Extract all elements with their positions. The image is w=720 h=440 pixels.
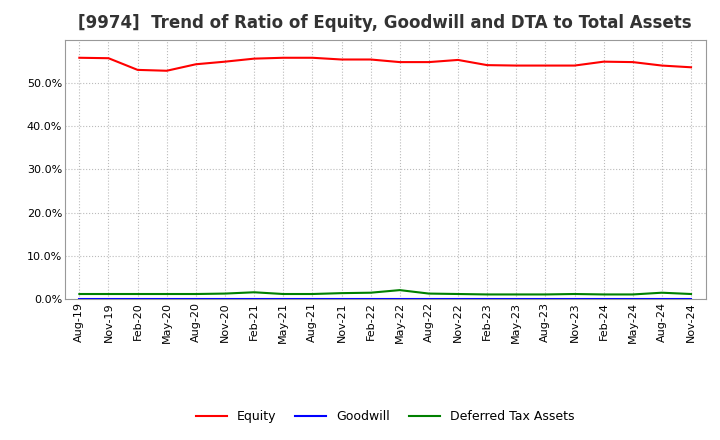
Equity [541, 63, 550, 68]
Equity [629, 59, 637, 65]
Goodwill [512, 297, 521, 302]
Deferred Tax Assets [75, 291, 84, 297]
Legend: Equity, Goodwill, Deferred Tax Assets: Equity, Goodwill, Deferred Tax Assets [191, 405, 580, 428]
Deferred Tax Assets [599, 292, 608, 297]
Deferred Tax Assets [279, 291, 287, 297]
Goodwill [541, 297, 550, 302]
Title: [9974]  Trend of Ratio of Equity, Goodwill and DTA to Total Assets: [9974] Trend of Ratio of Equity, Goodwil… [78, 15, 692, 33]
Goodwill [308, 297, 317, 302]
Goodwill [366, 297, 375, 302]
Deferred Tax Assets [454, 291, 462, 297]
Goodwill [337, 297, 346, 302]
Goodwill [483, 297, 492, 302]
Deferred Tax Assets [629, 292, 637, 297]
Equity [133, 67, 142, 73]
Deferred Tax Assets [192, 291, 200, 297]
Deferred Tax Assets [366, 290, 375, 295]
Equity [308, 55, 317, 60]
Goodwill [104, 297, 113, 302]
Goodwill [250, 297, 258, 302]
Equity [512, 63, 521, 68]
Goodwill [687, 297, 696, 302]
Equity [163, 68, 171, 73]
Equity [75, 55, 84, 60]
Line: Equity: Equity [79, 58, 691, 71]
Equity [279, 55, 287, 60]
Deferred Tax Assets [425, 291, 433, 296]
Deferred Tax Assets [657, 290, 666, 295]
Deferred Tax Assets [250, 290, 258, 295]
Goodwill [599, 297, 608, 302]
Equity [425, 59, 433, 65]
Deferred Tax Assets [395, 287, 404, 293]
Deferred Tax Assets [512, 292, 521, 297]
Deferred Tax Assets [687, 291, 696, 297]
Equity [483, 62, 492, 68]
Goodwill [75, 297, 84, 302]
Deferred Tax Assets [133, 291, 142, 297]
Goodwill [133, 297, 142, 302]
Equity [250, 56, 258, 61]
Equity [657, 63, 666, 68]
Goodwill [395, 297, 404, 302]
Deferred Tax Assets [163, 291, 171, 297]
Equity [104, 55, 113, 61]
Goodwill [192, 297, 200, 302]
Goodwill [425, 297, 433, 302]
Equity [337, 57, 346, 62]
Deferred Tax Assets [541, 292, 550, 297]
Equity [395, 59, 404, 65]
Line: Deferred Tax Assets: Deferred Tax Assets [79, 290, 691, 294]
Equity [599, 59, 608, 64]
Equity [454, 57, 462, 62]
Deferred Tax Assets [220, 291, 229, 296]
Goodwill [570, 297, 579, 302]
Equity [687, 65, 696, 70]
Deferred Tax Assets [337, 290, 346, 296]
Goodwill [629, 297, 637, 302]
Equity [366, 57, 375, 62]
Deferred Tax Assets [570, 291, 579, 297]
Equity [570, 63, 579, 68]
Deferred Tax Assets [104, 291, 113, 297]
Goodwill [454, 297, 462, 302]
Equity [192, 62, 200, 67]
Goodwill [279, 297, 287, 302]
Goodwill [163, 297, 171, 302]
Goodwill [220, 297, 229, 302]
Goodwill [657, 297, 666, 302]
Equity [220, 59, 229, 64]
Deferred Tax Assets [483, 292, 492, 297]
Deferred Tax Assets [308, 291, 317, 297]
